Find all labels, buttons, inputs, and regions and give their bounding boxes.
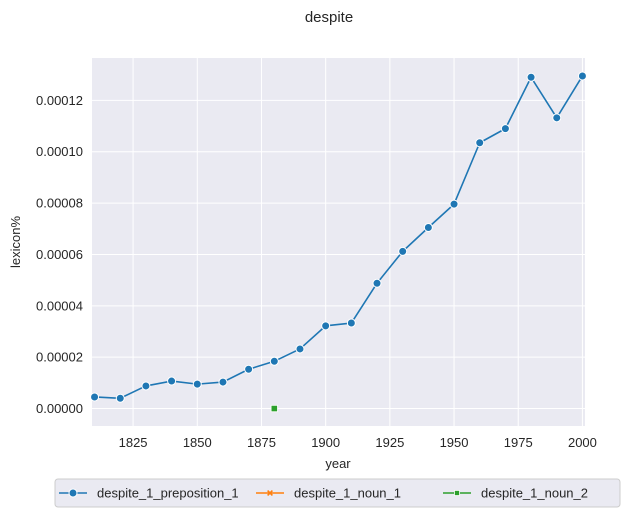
data-point xyxy=(115,393,125,403)
legend-item: despite_1_noun_1 xyxy=(256,486,401,501)
y-tick-label: 0.00002 xyxy=(36,350,83,365)
data-point xyxy=(269,356,279,366)
series-despite_1_preposition_1 xyxy=(90,71,587,403)
y-tick-label: 0.00012 xyxy=(36,93,83,108)
data-point xyxy=(321,321,331,331)
x-tick-label: 1900 xyxy=(311,435,340,450)
legend-item: despite_1_noun_2 xyxy=(443,486,588,501)
legend-label: despite_1_noun_1 xyxy=(294,486,401,501)
x-axis-label: year xyxy=(325,456,351,471)
y-axis: 0.00000 0.00002 0.00004 0.00006 0.00008 0.000… xyxy=(36,93,83,416)
data-point xyxy=(475,138,485,148)
x-axis: 1825 1850 1875 1900 1925 1950 1975 2000 xyxy=(119,435,597,450)
y-tick-label: 0.00010 xyxy=(36,144,83,159)
x-tick-label: 1875 xyxy=(247,435,276,450)
series-despite_1_noun_2 xyxy=(270,404,278,413)
chart-title: despite xyxy=(305,9,353,26)
x-tick-label: 1825 xyxy=(119,435,148,450)
data-point xyxy=(192,379,202,389)
y-tick-label: 0.00000 xyxy=(36,401,83,416)
data-point xyxy=(500,124,510,134)
legend-swatch-marker xyxy=(267,490,273,496)
legend: despite_1_preposition_1 despite_1_noun_1 d… xyxy=(54,478,621,508)
data-point xyxy=(577,71,587,81)
data-point xyxy=(270,404,278,413)
x-tick-label: 1950 xyxy=(440,435,469,450)
data-point xyxy=(346,318,356,328)
data-point xyxy=(90,392,100,402)
legend-box xyxy=(54,478,621,508)
data-point xyxy=(526,72,536,82)
x-tick-label: 1850 xyxy=(183,435,212,450)
legend-swatch-marker xyxy=(68,488,78,498)
data-point xyxy=(244,364,254,374)
data-point xyxy=(449,199,459,209)
legend-item: despite_1_preposition_1 xyxy=(59,486,239,501)
series-layer xyxy=(90,71,587,413)
data-point xyxy=(218,377,228,387)
x-tick-label: 2000 xyxy=(568,435,597,450)
y-axis-label: lexicon% xyxy=(8,216,23,268)
grid xyxy=(92,58,585,426)
data-point xyxy=(295,344,305,354)
plot-area xyxy=(92,58,585,426)
data-point xyxy=(141,381,151,391)
data-point xyxy=(423,222,433,232)
data-point xyxy=(372,278,382,288)
legend-label: despite_1_noun_2 xyxy=(481,486,588,501)
y-tick-label: 0.00008 xyxy=(36,196,83,211)
x-tick-label: 1975 xyxy=(504,435,533,450)
y-tick-label: 0.00004 xyxy=(36,298,83,313)
y-tick-label: 0.00006 xyxy=(36,247,83,262)
legend-label: despite_1_preposition_1 xyxy=(97,486,239,501)
data-point xyxy=(167,376,177,386)
x-tick-label: 1925 xyxy=(375,435,404,450)
data-point xyxy=(398,246,408,256)
data-point xyxy=(552,113,562,123)
legend-swatch-marker xyxy=(454,490,460,496)
